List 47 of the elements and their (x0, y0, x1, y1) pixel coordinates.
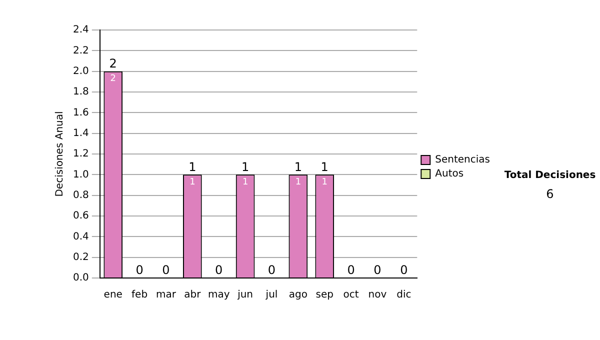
total-label: 1 (294, 160, 302, 174)
y-tick-label: 1.6 (72, 107, 89, 118)
x-tick-label: feb (132, 290, 148, 301)
total-label: 0 (136, 263, 144, 278)
x-tick-label: ago (288, 290, 308, 301)
y-tick-label: 2.0 (72, 66, 89, 77)
y-tick-label: 0.0 (72, 272, 89, 284)
x-tick-label: dic (396, 290, 412, 301)
total-label: 1 (320, 160, 328, 174)
y-tick-label: 1.8 (72, 86, 89, 98)
text: 6 (545, 187, 555, 201)
total-label: 1 (241, 160, 250, 174)
text: Total Decisiones (503, 170, 597, 181)
y-tick-label: 0.8 (72, 190, 89, 201)
x-tick-label: abr (184, 290, 202, 301)
data-label: 1 (242, 178, 248, 188)
y-tick-label: 1.0 (72, 169, 89, 180)
total-label: 0 (347, 263, 355, 278)
x-tick-label: ene (104, 290, 122, 301)
x-tick-label: mar (156, 290, 177, 301)
x-tick-label: jul (264, 290, 278, 301)
total-label: 0 (268, 263, 276, 278)
y-tick-label: 1.4 (72, 128, 89, 139)
y-tick-label: 2.2 (72, 45, 89, 56)
legend-label: Sentencias (435, 154, 490, 166)
data-label: 1 (295, 178, 302, 188)
total-label: 2 (109, 56, 117, 70)
y-tick-label: 0.4 (72, 231, 89, 242)
x-tick-label: sep (316, 290, 334, 301)
y-axis-title: Decisiones Anual (54, 111, 66, 197)
x-tick-label: jun (236, 290, 254, 301)
data-label: 2 (110, 74, 116, 84)
x-tick-label: nov (368, 290, 387, 301)
total-label: 0 (215, 263, 223, 278)
legend-label: Autos (435, 168, 464, 180)
y-tick-label: 0.2 (72, 252, 89, 263)
total-label: 0 (400, 263, 408, 278)
data-label: 1 (322, 178, 328, 188)
total-label: 0 (374, 263, 382, 278)
x-tick-label: oct (343, 290, 359, 301)
x-tick-label: may (208, 290, 230, 301)
total-label: 1 (188, 160, 196, 174)
y-tick-label: 1.2 (72, 148, 89, 160)
y-tick-label: 0.6 (72, 210, 89, 222)
data-label: 1 (190, 178, 196, 188)
total-label: 0 (162, 263, 170, 278)
y-tick-label: 2.4 (72, 24, 89, 36)
